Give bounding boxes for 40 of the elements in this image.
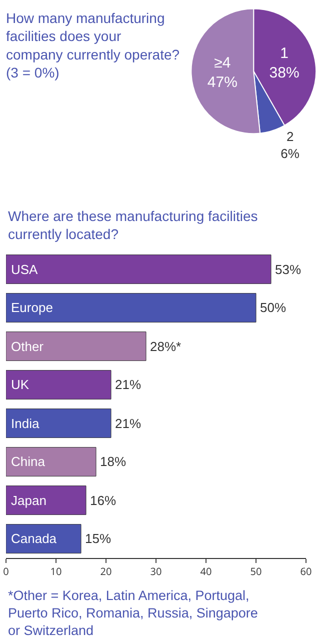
category-label: Europe xyxy=(11,300,53,315)
data-label: 18% xyxy=(100,454,126,469)
category-label: Canada xyxy=(11,531,57,546)
x-tick-label: 40 xyxy=(200,564,212,578)
data-label: 50% xyxy=(260,300,286,315)
x-tick-label: 60 xyxy=(300,564,312,578)
bar xyxy=(6,370,112,400)
category-label: USA xyxy=(11,262,38,277)
data-label: 16% xyxy=(90,493,116,508)
bar xyxy=(6,332,146,361)
slice-label: ≥4 xyxy=(214,54,231,72)
data-label: 21% xyxy=(115,416,142,431)
category-label: India xyxy=(11,416,40,431)
bar xyxy=(6,447,96,476)
category-label: Japan xyxy=(11,493,46,508)
text: How many manufacturing facilities does your company currently operate? (3 = 0%) xyxy=(6,10,180,81)
data-label: 53% xyxy=(275,262,302,277)
bar xyxy=(6,524,82,554)
slice-label: 1 xyxy=(280,44,288,62)
chart-title: Where are these manufacturing facilities currently located? xyxy=(8,208,258,242)
data-label: 28%* xyxy=(150,339,182,354)
data-label: 21% xyxy=(115,377,142,392)
data-label: 6% xyxy=(280,146,300,162)
category-label: Other xyxy=(11,339,44,354)
bar xyxy=(6,254,272,284)
text: *Other = Korea, Latin America, Portugal, Puerto Rico, Romania, Russia, Singapore or Switzerland xyxy=(8,588,258,638)
x-tick-label: 0 xyxy=(3,564,10,578)
data-label: 15% xyxy=(85,531,112,546)
category-label: UK xyxy=(11,377,30,392)
bar xyxy=(6,408,112,438)
slice-label: 2 xyxy=(286,129,294,144)
data-label: 38% xyxy=(269,64,300,82)
bar xyxy=(6,293,256,322)
x-tick-label: 10 xyxy=(50,564,62,578)
data-label: 47% xyxy=(207,74,238,92)
bar xyxy=(6,486,86,515)
x-tick-label: 30 xyxy=(150,564,162,578)
x-tick-label: 20 xyxy=(100,564,112,578)
category-label: China xyxy=(11,454,45,469)
x-tick-label: 50 xyxy=(250,564,262,578)
